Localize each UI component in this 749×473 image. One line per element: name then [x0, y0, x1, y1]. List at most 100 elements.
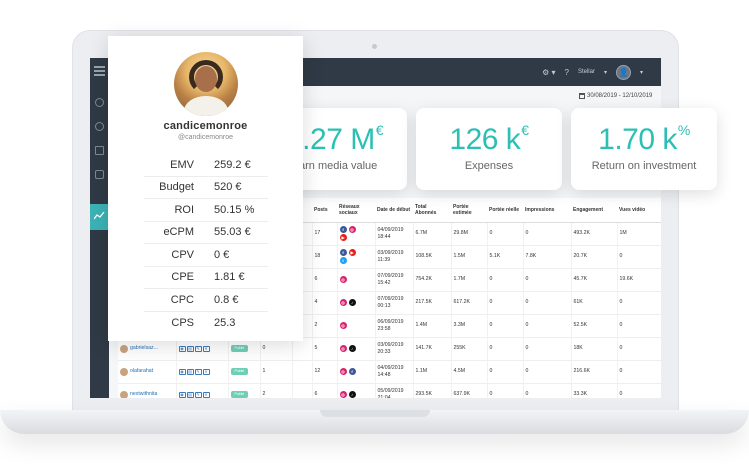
total-cell: 1.1M: [413, 360, 452, 384]
col-impressions[interactable]: Impressions: [523, 198, 571, 223]
metric-value: 520 €: [214, 181, 242, 194]
instagram-icon[interactable]: ◎: [339, 368, 347, 375]
views-cell: 1M: [617, 222, 661, 246]
total-cell: 293.5K: [413, 383, 452, 398]
facebook-icon[interactable]: f: [339, 249, 347, 256]
col-networks[interactable]: Réseaux sociaux: [337, 198, 375, 223]
dashboard-icon[interactable]: [95, 98, 104, 107]
users-icon[interactable]: [95, 122, 104, 131]
help-icon[interactable]: ?: [564, 67, 569, 77]
document-icon[interactable]: ▤: [186, 368, 194, 375]
edit-icon[interactable]: ✎: [194, 368, 202, 375]
influencer-cell[interactable]: nextwithnita: [118, 383, 177, 398]
instagram-icon[interactable]: ◎: [339, 322, 347, 329]
real-cell: 5.1K: [487, 245, 524, 269]
influencer-name[interactable]: olafarahat: [130, 368, 154, 375]
col-posts[interactable]: Posts: [312, 198, 337, 223]
profile-name: candicemonroe: [163, 120, 248, 132]
chevron-down-icon[interactable]: ▾: [639, 69, 643, 76]
real-cell: 0: [487, 314, 524, 338]
facebook-icon[interactable]: f: [348, 368, 356, 375]
table-row[interactable]: gabrielsaz... ◉ ▤ ✎ ✕ Publié 0 5 ◎ ♪ 03/09/2019 20…: [118, 337, 661, 361]
delete-icon[interactable]: ✕: [202, 345, 210, 352]
edit-icon[interactable]: ✎: [194, 391, 202, 398]
influencer-name[interactable]: nextwithnita: [130, 391, 158, 398]
real-cell: 0: [487, 337, 524, 361]
eye-icon[interactable]: ◉: [178, 391, 186, 398]
document-icon[interactable]: ▤: [186, 345, 194, 352]
posts-cell: 2: [312, 314, 338, 338]
date-cell: 07/09/2019 00:13: [375, 291, 414, 315]
col-total-followers[interactable]: Total Abonnés: [413, 198, 451, 223]
metric-value: 55.03 €: [214, 226, 251, 239]
posts-cell: 18: [312, 245, 338, 269]
col-start-date[interactable]: Date de début: [375, 198, 413, 223]
table-row[interactable]: olafarahat ◉ ▤ ✎ ✕ Publié 1 12 ◎ f 04/09/2019 14:4…: [118, 360, 661, 384]
instagram-icon[interactable]: ◎: [339, 299, 347, 306]
total-cell: 108.5K: [413, 245, 452, 269]
pending-cell: 2: [260, 383, 293, 398]
posts-cell: 6: [312, 268, 338, 292]
instagram-icon[interactable]: ◎: [339, 345, 347, 352]
eye-icon[interactable]: ◉: [178, 345, 186, 352]
status-badge: Publié: [230, 368, 249, 375]
views-cell: 19.6K: [617, 268, 661, 292]
tiktok-icon[interactable]: ♪: [348, 391, 356, 398]
stat-value: 126 k€: [449, 122, 529, 156]
influencer-cell[interactable]: olafarahat: [118, 360, 177, 384]
stat-label: Return on investment: [591, 160, 697, 172]
influencer-name[interactable]: gabrielsaz...: [130, 345, 158, 352]
posts-cell: 12: [312, 360, 338, 384]
instagram-icon[interactable]: ◎: [339, 391, 347, 398]
total-cell: 1.4M: [413, 314, 452, 338]
tiktok-icon[interactable]: ♪: [348, 345, 356, 352]
status-badge: Publié: [230, 391, 249, 398]
influencer-cell[interactable]: gabrielsaz...: [118, 337, 177, 361]
document-icon[interactable]: ▤: [186, 391, 194, 398]
chevron-down-icon[interactable]: ▾: [603, 69, 607, 76]
sidebar-item-analytics[interactable]: [90, 204, 109, 230]
hamburger-menu-icon[interactable]: [94, 66, 105, 76]
laptop-notch: [320, 410, 430, 417]
twitter-icon[interactable]: t: [339, 257, 347, 264]
impressions-cell: 0: [523, 314, 572, 338]
col-engagement[interactable]: Engagement: [571, 198, 617, 223]
networks-cell: f ▶ t: [337, 245, 376, 269]
metric-row: CPE 1.81 €: [144, 267, 268, 289]
mail-icon[interactable]: [95, 146, 104, 155]
delete-icon[interactable]: ✕: [202, 368, 210, 375]
table-cell: [292, 383, 313, 398]
influencer-profile-card: candicemonroe @candicemonroe EMV 259.2 € B…: [108, 36, 303, 341]
instagram-icon[interactable]: ◎: [348, 226, 356, 233]
document-icon[interactable]: [95, 170, 104, 179]
col-estimated-reach[interactable]: Portée estimée: [451, 198, 487, 223]
pending-cell: 0: [260, 337, 293, 361]
youtube-icon[interactable]: ▶: [339, 234, 347, 241]
views-cell: 0: [617, 360, 661, 384]
metric-label: CPS: [171, 316, 194, 329]
user-name[interactable]: Stellar: [577, 69, 595, 75]
user-avatar-icon[interactable]: 👤: [615, 64, 631, 80]
eye-icon[interactable]: ◉: [178, 368, 186, 375]
avatar: [120, 344, 128, 353]
avatar: [120, 367, 128, 376]
sidebar: [90, 86, 109, 398]
engagement-cell: 33.3K: [571, 383, 618, 398]
facebook-icon[interactable]: f: [339, 226, 347, 233]
gear-icon[interactable]: ⚙ ▾: [542, 67, 556, 77]
edit-icon[interactable]: ✎: [194, 345, 202, 352]
youtube-icon[interactable]: ▶: [348, 249, 356, 256]
date-range-text: 30/08/2019 - 12/10/2019: [587, 93, 653, 99]
col-real-reach[interactable]: Portée réelle: [487, 198, 523, 223]
metric-label: eCPM: [163, 226, 194, 239]
date-range-picker[interactable]: 30/08/2019 - 12/10/2019: [579, 93, 652, 99]
avatar: [120, 390, 128, 398]
delete-icon[interactable]: ✕: [202, 391, 210, 398]
date-cell: 03/09/2019 11:39: [375, 245, 414, 269]
impressions-cell: 0: [523, 383, 572, 398]
tiktok-icon[interactable]: ♪: [348, 299, 356, 306]
col-video-views[interactable]: Vues vidéo: [617, 198, 661, 223]
real-cell: 0: [487, 383, 524, 398]
instagram-icon[interactable]: ◎: [339, 276, 347, 283]
table-row[interactable]: nextwithnita ◉ ▤ ✎ ✕ Publié 2 6 ◎ ♪ 05/09/2019 21:…: [118, 383, 661, 398]
